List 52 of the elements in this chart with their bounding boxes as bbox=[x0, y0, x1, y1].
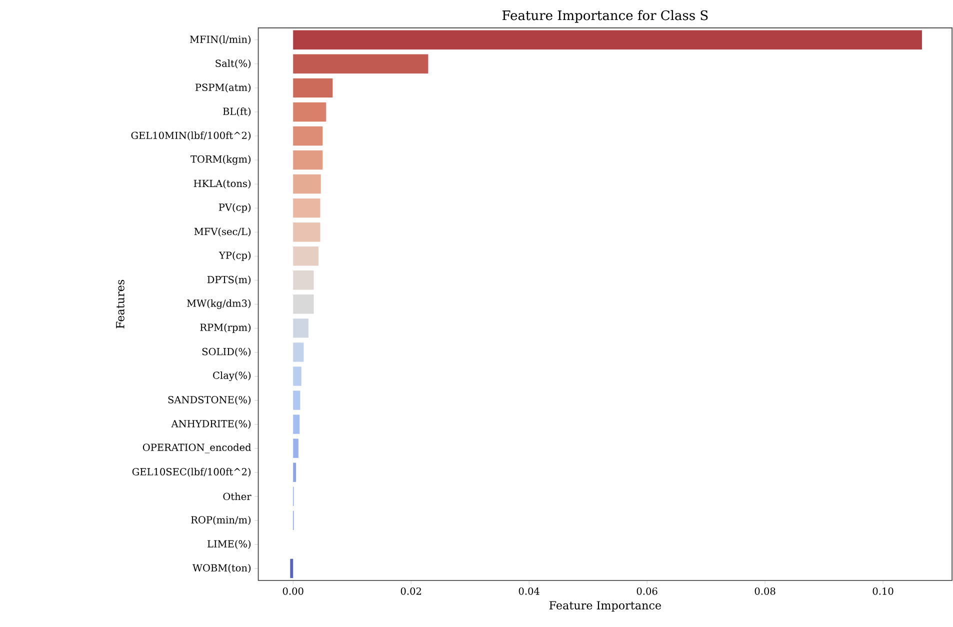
y-tick-label: WOBM(ton) bbox=[192, 564, 251, 573]
y-tick-label: HKLA(tons) bbox=[194, 180, 251, 189]
y-tick-label: Salt(%) bbox=[216, 59, 251, 68]
x-tick-label: 0.00 bbox=[282, 588, 304, 595]
x-tick-label: 0.06 bbox=[636, 588, 658, 595]
bar bbox=[293, 438, 298, 458]
y-tick-label: GEL10MIN(lbf/100ft^2) bbox=[131, 132, 251, 140]
bar bbox=[293, 462, 296, 482]
y-tick-label: GEL10SEC(lbf/100ft^2) bbox=[132, 468, 251, 477]
bar bbox=[293, 174, 321, 194]
bar bbox=[293, 294, 314, 314]
y-tick-label: Other bbox=[223, 492, 252, 500]
x-tick-label: 0.02 bbox=[400, 588, 421, 595]
y-tick-label: PSPM(atm) bbox=[195, 84, 251, 92]
bar bbox=[293, 246, 318, 266]
bar bbox=[293, 222, 320, 242]
x-tick-label: 0.08 bbox=[754, 588, 776, 595]
bar bbox=[293, 30, 922, 50]
y-tick-label: MFIN(l/min) bbox=[190, 35, 251, 44]
bar bbox=[293, 102, 326, 122]
y-tick-label: TORM(kgm) bbox=[190, 155, 251, 165]
y-tick-label: ROP(min/m) bbox=[191, 516, 251, 525]
y-tick-label: RPM(rpm) bbox=[200, 324, 251, 333]
y-tick-label: SOLID(%) bbox=[202, 348, 251, 357]
chart-title: Feature Importance for Class S bbox=[502, 10, 708, 23]
bar bbox=[293, 414, 300, 434]
bar bbox=[293, 390, 300, 410]
y-axis-title: Features bbox=[116, 280, 124, 328]
y-tick-label: SANDSTONE(%) bbox=[168, 396, 251, 405]
y-tick-label: MFV(sec/L) bbox=[194, 228, 251, 237]
bar bbox=[293, 54, 428, 74]
bar bbox=[293, 126, 323, 146]
y-tick-label: BL(ft) bbox=[223, 108, 251, 116]
y-tick-label: DPTS(m) bbox=[207, 276, 251, 285]
bar bbox=[293, 78, 333, 98]
y-tick-label: LIME(%) bbox=[208, 540, 251, 549]
bar bbox=[293, 270, 314, 290]
y-tick-label: YP(cp) bbox=[218, 251, 251, 261]
bar bbox=[293, 318, 308, 338]
bar bbox=[293, 198, 320, 218]
y-tick-label: Clay(%) bbox=[213, 372, 251, 382]
y-tick-label: PV(cp) bbox=[218, 203, 251, 213]
bar bbox=[293, 366, 302, 386]
x-tick-label: 0.10 bbox=[872, 588, 894, 595]
bar bbox=[293, 342, 304, 362]
y-tick-label: ANHYDRITE(%) bbox=[171, 420, 251, 429]
bar bbox=[290, 558, 294, 578]
x-tick-label: 0.04 bbox=[518, 588, 540, 595]
bar bbox=[293, 150, 323, 170]
x-axis-title: Feature Importance bbox=[549, 601, 662, 612]
y-tick-label: OPERATION_encoded bbox=[142, 444, 252, 454]
y-tick-label: MW(kg/dm3) bbox=[187, 299, 251, 309]
